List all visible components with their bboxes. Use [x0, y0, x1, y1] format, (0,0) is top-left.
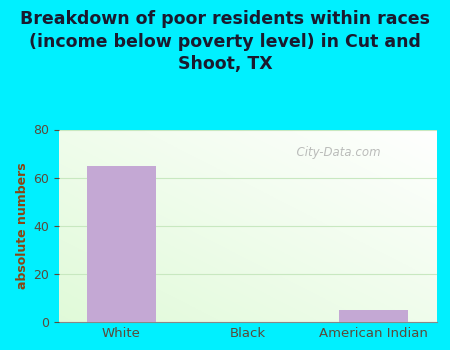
Bar — [339, 310, 408, 322]
Y-axis label: absolute numbers: absolute numbers — [16, 162, 29, 289]
Text: Breakdown of poor residents within races
(income below poverty level) in Cut and: Breakdown of poor residents within races… — [20, 10, 430, 73]
Bar — [87, 166, 156, 322]
Text: City-Data.com: City-Data.com — [288, 146, 380, 159]
